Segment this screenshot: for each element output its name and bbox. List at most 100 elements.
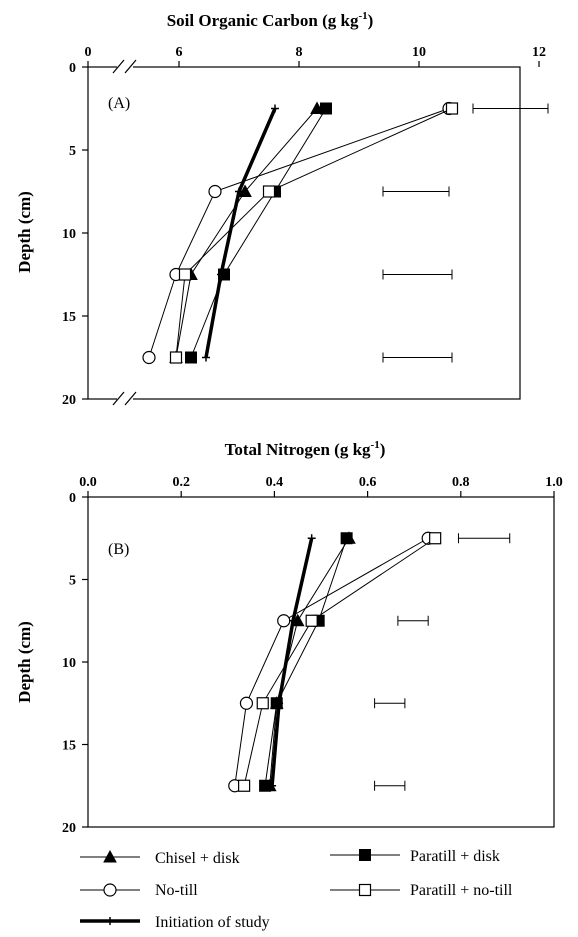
chart-b-y-tick-label: 15	[62, 739, 76, 754]
chart-b-series-paratill-no-till	[238, 532, 442, 792]
legend-label-chisel-disk: Chisel + disk	[155, 850, 240, 867]
chart-b-y-tick-label: 10	[62, 656, 76, 671]
chart-b-x-tick-label: 0.2	[172, 475, 190, 490]
chart-b-error-bar	[374, 780, 406, 791]
chart-a-point-no-till	[208, 184, 222, 199]
chart-a-plot-frame	[87, 66, 521, 400]
legend-symbol-initiation-of-study	[80, 917, 140, 925]
legend-symbol-no-till	[80, 883, 140, 897]
legend: Chisel + disk Paratill + disk No-till Pa…	[80, 848, 513, 931]
chart-a-title: Soil Organic Carbon (g kg-1)	[167, 10, 374, 30]
chart-b-plot-frame	[87, 496, 555, 828]
chart-b-point-paratill-no-till	[305, 614, 318, 627]
chart-a-point-no-till	[142, 350, 156, 365]
legend-item-initiation-of-study: Initiation of study	[80, 914, 270, 931]
chart-b-line-initiation-of-study	[270, 537, 314, 786]
chart-b-point-paratill-no-till	[256, 697, 269, 710]
legend-symbol-paratill-disk	[330, 849, 400, 861]
legend-marker	[358, 883, 372, 897]
chart-b-series-chisel-disk	[262, 531, 356, 792]
legend-label-paratill-disk: Paratill + disk	[410, 848, 500, 865]
chart-b-x-tick-label: 0.0	[79, 475, 97, 490]
chart-a-error-bar	[382, 269, 453, 280]
chart-b-x-tick-label: 0.4	[266, 475, 284, 490]
chart-a-x-tick-label: 12	[532, 45, 546, 60]
legend-marker	[106, 917, 114, 925]
chart-a-y-tick-label: 20	[62, 393, 76, 408]
chart-b-y-axis-label: Depth (cm)	[15, 621, 34, 703]
chart-b-x-tick-label: 0.6	[359, 475, 377, 490]
chart-b-panel-label: (B)	[108, 541, 129, 558]
chart-a-line-chisel-disk	[175, 108, 318, 358]
chart-b-x-tick-label: 1.0	[545, 475, 563, 490]
chart-b-y-tick-label: 5	[69, 574, 76, 589]
chart-b-line-no-till	[234, 537, 429, 786]
chart-b: Total Nitrogen (g kg-1) 0.0 0.2 0.4 0.6 0.8 1…	[15, 439, 563, 836]
chart-a-x-tick-label: 0	[85, 45, 92, 60]
legend-marker	[103, 849, 117, 863]
chart-a-panel-label: (A)	[108, 95, 130, 112]
chart-a-point-paratill-disk	[185, 351, 197, 364]
chart-b-line-chisel-disk	[269, 537, 350, 786]
chart-a-point-paratill-no-till	[169, 351, 183, 364]
legend-marker	[359, 849, 371, 861]
legend-label-paratill-no-till: Paratill + no-till	[410, 882, 513, 899]
chart-a-y-axis-label: Depth (cm)	[15, 191, 34, 273]
chart-b-point-initiation-of-study	[275, 699, 284, 708]
chart-b-y-tick-label: 20	[62, 821, 76, 836]
chart-a-point-paratill-disk	[320, 102, 332, 115]
chart-a-point-initiation-of-study	[235, 187, 243, 196]
chart-a-x-tick-label: 10	[412, 45, 426, 60]
legend-item-chisel-disk: Chisel + disk	[80, 849, 240, 867]
chart-a-series-initiation-of-study	[202, 104, 279, 362]
legend-item-paratill-disk: Paratill + disk	[330, 848, 500, 865]
chart-b-series-no-till	[228, 531, 435, 793]
chart-b-y-ticks: 0 5 10 15 20	[62, 491, 88, 836]
chart-a-axis-break-bottom	[112, 391, 137, 406]
chart-a-x-tick-label: 6	[176, 45, 183, 60]
legend-label-no-till: No-till	[155, 882, 198, 899]
chart-a-line-no-till	[148, 108, 450, 358]
chart-a-x-tick-label: 8	[296, 45, 303, 60]
legend-label-initiation-of-study: Initiation of study	[155, 914, 270, 931]
chart-b-series	[228, 531, 442, 793]
chart-b-point-paratill-no-till	[238, 779, 251, 792]
chart-b-error-bar	[374, 698, 406, 709]
chart-b-x-ticks: 0.0 0.2 0.4 0.6 0.8 1.0	[79, 475, 563, 497]
legend-symbol-paratill-no-till	[330, 883, 400, 897]
chart-a-axis-break-top	[112, 59, 137, 74]
chart-a-point-initiation-of-study	[217, 270, 225, 279]
chart-a-error-bar	[472, 103, 549, 114]
legend-symbol-chisel-disk	[80, 849, 140, 863]
chart-b-point-paratill-no-till	[429, 532, 442, 545]
chart-a-series-no-till	[142, 101, 456, 365]
chart-a-line-initiation-of-study	[204, 107, 277, 358]
chart-a-point-paratill-no-till	[445, 102, 459, 115]
chart-a-point-paratill-no-till	[178, 268, 192, 281]
legend-marker	[103, 883, 117, 897]
chart-a-y-ticks: 0 5 10 15 20	[62, 61, 88, 408]
chart-b-error-bar	[397, 615, 429, 626]
chart-a-line-paratill-disk	[190, 108, 327, 358]
chart-b-line-paratill-disk	[264, 538, 348, 786]
chart-a: Soil Organic Carbon (g kg-1) 0 6 8 10 12 0 5 1…	[15, 10, 549, 408]
chart-a-series-paratill-disk	[185, 102, 332, 364]
legend-item-no-till: No-till	[80, 882, 198, 899]
chart-a-error-bar	[382, 352, 453, 363]
chart-a-point-paratill-no-till	[262, 185, 276, 198]
chart-b-x-tick-label: 0.8	[452, 475, 470, 490]
chart-a-series	[142, 101, 459, 365]
chart-a-error-bar	[382, 186, 450, 197]
chart-b-point-initiation-of-study	[289, 616, 298, 625]
chart-b-series-initiation-of-study	[268, 534, 316, 790]
chart-b-title: Total Nitrogen (g kg-1)	[225, 439, 386, 459]
chart-b-error-bars	[374, 533, 511, 791]
chart-b-point-no-till	[239, 696, 254, 710]
chart-a-error-bars	[382, 103, 549, 363]
chart-b-error-bar	[457, 533, 511, 544]
chart-b-y-tick-label: 0	[69, 491, 76, 506]
chart-a-y-tick-label: 0	[69, 61, 76, 76]
chart-a-point-initiation-of-study	[202, 353, 210, 362]
chart-a-series-chisel-disk	[169, 101, 324, 363]
